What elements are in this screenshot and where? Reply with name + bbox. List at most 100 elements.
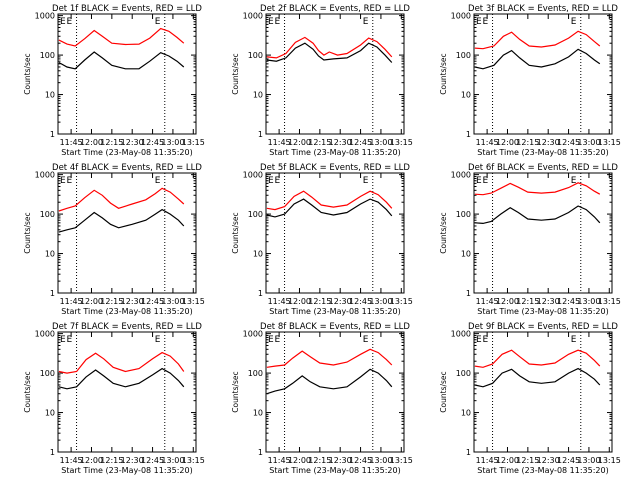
panel-3-xlabel: Start Time (23-May-08 11:35:20) [477,148,608,157]
panel-1-series-events [58,51,185,70]
panel-1-marker-label-start: E [60,17,66,27]
panel-3-xtick-label-11:45: 11:45 [476,138,499,147]
panel-8-ytick-label-10: 10 [253,409,263,418]
panel-8-title: Det 8f BLACK = Events, RED = LLD [260,322,410,332]
panel-8-xtick-label-12:45: 12:45 [349,456,372,465]
panel-5-xlabel: Start Time (23-May-08 11:35:20) [269,307,400,316]
panel-2-xtick-label-12:45: 12:45 [349,138,372,147]
panel-9-ytick-label-1: 1 [466,448,471,457]
panel-9-xtick-label-12:15: 12:15 [516,456,539,465]
panel-8-xtick-label-12:30: 12:30 [329,456,352,465]
panel-3-title: Det 3f BLACK = Events, RED = LLD [468,4,618,14]
panel-8-ytick-label-1000: 1000 [243,330,263,339]
panel-9-series-events [474,367,601,388]
panel-8-ytick-label-100: 100 [248,369,263,378]
panel-4-title: Det 4f BLACK = Events, RED = LLD [52,163,202,173]
panel-2-xtick-label-11:45: 11:45 [268,138,291,147]
panel-6-marker-label-1: E [483,176,489,186]
panel-8-series-events [266,368,393,395]
panel-1-xlabel: Start Time (23-May-08 11:35:20) [61,148,192,157]
panel-2-marker-label-1: E [275,17,281,27]
panel-2-marker-label-start: E [268,17,274,27]
panel-1-xtick-label-12:00: 12:00 [80,138,103,147]
panel-6-marker-label-2: E [571,176,577,186]
panel-4-xtick-label-13:00: 13:00 [161,297,184,306]
panel-5-marker-label-2: E [363,176,369,186]
panel-8-series-lld [266,348,393,368]
panel-1-series-lld [58,27,185,47]
panel-7-title: Det 7f BLACK = Events, RED = LLD [52,322,202,332]
panel-7-marker-label-start: E [60,335,66,345]
panel-9-xtick-label-12:00: 12:00 [496,456,519,465]
panel-5-xtick-label-12:15: 12:15 [308,297,331,306]
panel-5-ytick-label-100: 100 [248,210,263,219]
panel-4-ytick-label-10: 10 [45,250,55,259]
panel-7-ytick-label-10: 10 [45,409,55,418]
panel-2-xtick-label-13:00: 13:00 [369,138,392,147]
panel-4-ylabel: Counts/sec [23,212,32,253]
panel-5-ytick-label-1: 1 [258,289,263,298]
panel-7-xtick-label-13:15: 13:15 [182,456,205,465]
panel-8-xlabel: Start Time (23-May-08 11:35:20) [269,466,400,475]
panel-6-ylabel: Counts/sec [439,212,448,253]
panel-8-xtick-label-13:15: 13:15 [390,456,413,465]
panel-5-ytick-label-1000: 1000 [243,171,263,180]
panel-6-ytick-label-1000: 1000 [451,171,471,180]
panel-8-ylabel: Counts/sec [231,371,240,412]
panel-6-xtick-label-13:15: 13:15 [598,297,621,306]
panel-6-xlabel: Start Time (23-May-08 11:35:20) [477,307,608,316]
panel-7-xtick-label-12:15: 12:15 [100,456,123,465]
panel-5-xtick-label-13:00: 13:00 [369,297,392,306]
panel-9-ylabel: Counts/sec [439,371,448,412]
panel-5-ylabel: Counts/sec [231,212,240,253]
panel-4-xtick-label-12:45: 12:45 [141,297,164,306]
panel-4-axes-frame [57,172,197,294]
panel-5-xtick-label-11:45: 11:45 [268,297,291,306]
panel-6-series-events [474,205,601,225]
panel-5-xtick-label-12:45: 12:45 [349,297,372,306]
panel-9-xtick-label-13:15: 13:15 [598,456,621,465]
panel-5-marker-label-1: E [275,176,281,186]
panel-7-xtick-label-12:45: 12:45 [141,456,164,465]
panel-6-xtick-label-12:15: 12:15 [516,297,539,306]
panel-4-marker-label-1: E [67,176,73,186]
panel-3-marker-label-2: E [571,17,577,27]
panel-3-xtick-label-12:30: 12:30 [537,138,560,147]
panel-5-series-lld [266,190,393,211]
panel-3-xtick-label-13:00: 13:00 [577,138,600,147]
panel-6-ytick-label-1: 1 [466,289,471,298]
panel-4-ytick-label-1: 1 [50,289,55,298]
panel-2-ytick-label-1: 1 [258,130,263,139]
panel-8-axes-frame [265,331,405,453]
panel-3-series-events [474,48,601,70]
panel-5-series-events [266,198,393,218]
panel-5-xtick-label-12:30: 12:30 [329,297,352,306]
panel-2-marker-label-2: E [363,17,369,27]
panel-9-title: Det 9f BLACK = Events, RED = LLD [468,322,618,332]
panel-6-xtick-label-12:45: 12:45 [557,297,580,306]
panel-8-xtick-label-11:45: 11:45 [268,456,291,465]
panel-7-xtick-label-12:30: 12:30 [121,456,144,465]
panel-1-marker-label-2: E [155,17,161,27]
panel-1-ylabel: Counts/sec [23,53,32,94]
panel-2-xlabel: Start Time (23-May-08 11:35:20) [269,148,400,157]
panel-5-axes-frame [265,172,405,294]
panel-2-axes-frame [265,13,405,135]
panel-4-series-events [58,208,185,233]
panel-7-axes-frame [57,331,197,453]
panel-6-xtick-label-12:30: 12:30 [537,297,560,306]
panel-8-ytick-label-1: 1 [258,448,263,457]
panel-6-axes-frame [473,172,613,294]
panel-9-marker-label-1: E [483,335,489,345]
panel-8-marker-label-start: E [268,335,274,345]
panel-2-ylabel: Counts/sec [231,53,240,94]
panel-9-xlabel: Start Time (23-May-08 11:35:20) [477,466,608,475]
panel-4-marker-label-start: E [60,176,66,186]
panel-7-xtick-label-11:45: 11:45 [60,456,83,465]
panel-9-xtick-label-12:30: 12:30 [537,456,560,465]
panel-8-xtick-label-13:00: 13:00 [369,456,392,465]
panel-1-ytick-label-1000: 1000 [35,12,55,21]
panel-7-series-events [58,367,185,390]
panel-2-xtick-label-12:00: 12:00 [288,138,311,147]
